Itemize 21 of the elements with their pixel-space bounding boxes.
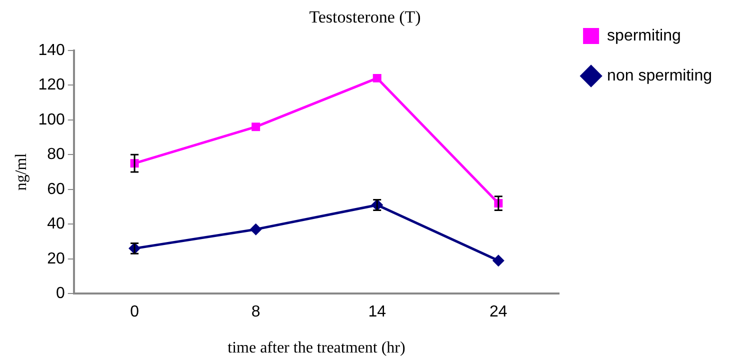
point: [250, 223, 262, 236]
legend-label: spermiting: [607, 27, 681, 44]
y-axis-title: ng/ml: [12, 152, 30, 191]
y-tick-label: 140: [38, 42, 65, 59]
point: [372, 74, 382, 82]
x-tick-label: 14: [368, 304, 386, 321]
x-axis-title: time after the treatment (hr): [228, 340, 406, 357]
point: [252, 122, 260, 132]
x-tick-label: 0: [130, 304, 140, 321]
y-tick-label: 60: [47, 180, 65, 198]
chart-title: Testosterone (T): [309, 8, 421, 27]
x-tick-label: 24: [490, 304, 508, 321]
y-tick-label: 80: [47, 146, 65, 164]
y-tick-label: 40: [47, 216, 65, 233]
y-tick-label: 120: [38, 76, 65, 94]
point: [492, 254, 504, 267]
legend-label: non spermiting: [607, 67, 712, 84]
x-tick-label: 8: [251, 304, 260, 321]
y-tick-label: 100: [38, 111, 65, 128]
y-tick-label: 0: [56, 285, 65, 302]
y-tick-label: 20: [47, 250, 65, 268]
